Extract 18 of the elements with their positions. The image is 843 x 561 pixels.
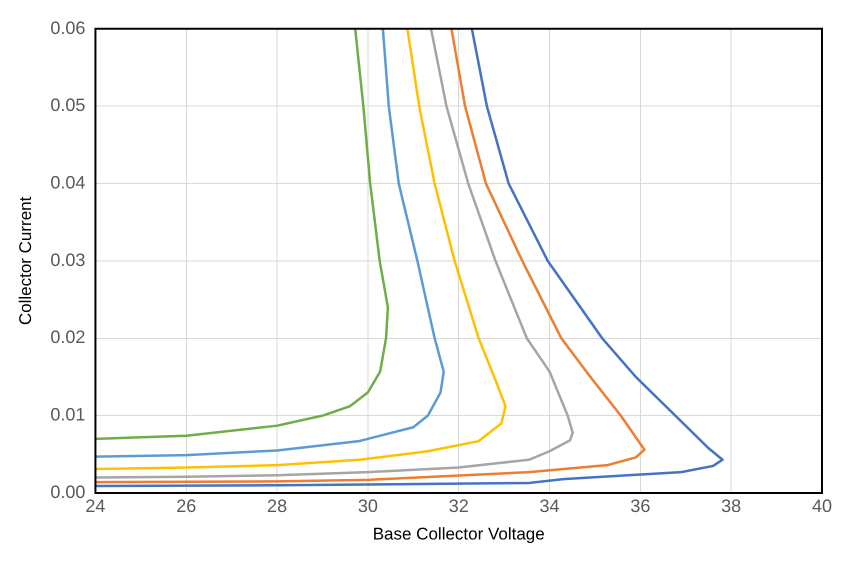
x-tick-label: 28 — [267, 496, 288, 516]
y-tick-label: 0.04 — [50, 172, 86, 192]
y-tick-label: 0.03 — [50, 250, 86, 270]
x-tick-label: 36 — [630, 496, 650, 516]
y-tick-label: 0.01 — [50, 404, 86, 425]
x-tick-label: 38 — [721, 496, 742, 516]
y-tick-label: 0.05 — [50, 95, 86, 116]
y-tick-label: 0.00 — [50, 482, 86, 502]
x-tick-label: 26 — [176, 496, 196, 516]
x-tick-label: 24 — [85, 496, 106, 516]
x-tick-label: 32 — [448, 496, 469, 516]
x-tick-label: 40 — [812, 496, 832, 516]
x-tick-label: 34 — [540, 496, 560, 516]
y-tick-label: 0.06 — [50, 18, 86, 38]
y-tick-label: 0.02 — [50, 327, 86, 348]
x-axis-title: Base Collector Voltage — [372, 524, 545, 544]
y-axis-title: Collector Current — [16, 196, 35, 326]
x-tick-label: 30 — [358, 496, 378, 516]
